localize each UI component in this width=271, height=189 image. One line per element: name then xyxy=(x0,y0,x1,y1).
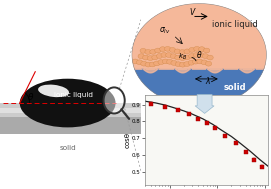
Circle shape xyxy=(166,53,172,57)
Circle shape xyxy=(156,53,163,58)
Circle shape xyxy=(184,55,190,60)
Circle shape xyxy=(194,46,200,51)
Circle shape xyxy=(199,47,205,52)
Circle shape xyxy=(198,53,204,57)
Circle shape xyxy=(193,53,199,57)
Text: $k_B$: $k_B$ xyxy=(178,52,187,62)
Circle shape xyxy=(192,59,199,64)
Circle shape xyxy=(140,48,146,53)
Circle shape xyxy=(154,61,160,66)
Circle shape xyxy=(143,55,149,60)
Circle shape xyxy=(184,49,190,54)
Ellipse shape xyxy=(29,108,107,117)
Polygon shape xyxy=(0,117,141,134)
Circle shape xyxy=(158,60,164,64)
Circle shape xyxy=(132,59,138,64)
Circle shape xyxy=(150,49,156,54)
Circle shape xyxy=(174,49,180,54)
Text: $\lambda$: $\lambda$ xyxy=(205,75,211,86)
Circle shape xyxy=(160,47,166,52)
Text: θ: θ xyxy=(27,93,33,102)
Circle shape xyxy=(104,87,125,113)
Circle shape xyxy=(202,54,209,59)
Circle shape xyxy=(201,60,207,65)
Circle shape xyxy=(184,62,190,66)
Circle shape xyxy=(179,62,186,67)
Text: solid: solid xyxy=(59,145,76,151)
Polygon shape xyxy=(0,108,141,113)
Text: $\sigma_{lv}$: $\sigma_{lv}$ xyxy=(159,26,170,36)
Circle shape xyxy=(145,50,151,54)
Circle shape xyxy=(138,54,144,59)
Y-axis label: cosθ: cosθ xyxy=(125,132,131,148)
Circle shape xyxy=(171,61,177,65)
Circle shape xyxy=(205,61,212,66)
Ellipse shape xyxy=(20,79,115,127)
Text: V: V xyxy=(189,8,194,17)
Circle shape xyxy=(167,59,173,64)
Circle shape xyxy=(170,54,176,59)
Polygon shape xyxy=(0,6,141,103)
Circle shape xyxy=(179,56,186,60)
Circle shape xyxy=(189,47,195,52)
Circle shape xyxy=(149,62,156,67)
Circle shape xyxy=(204,48,210,53)
Ellipse shape xyxy=(38,85,69,97)
Circle shape xyxy=(141,61,147,66)
Circle shape xyxy=(152,55,158,60)
Circle shape xyxy=(155,48,161,53)
Circle shape xyxy=(189,54,195,58)
Circle shape xyxy=(188,60,195,65)
Circle shape xyxy=(161,53,167,57)
Circle shape xyxy=(207,55,213,60)
Circle shape xyxy=(136,60,143,65)
Polygon shape xyxy=(0,103,141,117)
Text: ionic liquid: ionic liquid xyxy=(212,20,258,29)
Circle shape xyxy=(147,56,153,60)
Text: ionic liquid: ionic liquid xyxy=(54,92,93,98)
Circle shape xyxy=(169,47,176,52)
Circle shape xyxy=(179,50,185,54)
Circle shape xyxy=(175,62,182,67)
Circle shape xyxy=(197,59,203,64)
Circle shape xyxy=(145,62,151,67)
Circle shape xyxy=(132,3,267,106)
Text: θ: θ xyxy=(197,51,202,60)
Circle shape xyxy=(175,55,181,60)
Text: solid: solid xyxy=(224,83,246,92)
Polygon shape xyxy=(127,68,271,110)
Circle shape xyxy=(162,59,169,64)
Circle shape xyxy=(164,46,171,51)
